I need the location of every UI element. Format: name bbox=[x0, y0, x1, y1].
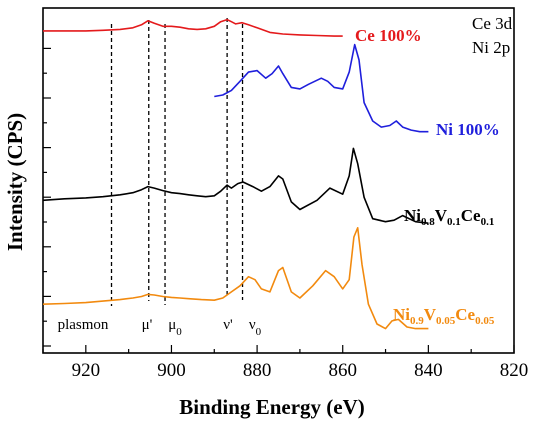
reference-label-4: ν0 bbox=[249, 317, 262, 338]
reference-label-3: ν' bbox=[223, 317, 233, 333]
reference-lines bbox=[110, 18, 244, 306]
corner-label-ni2p: Ni 2p bbox=[472, 38, 510, 57]
reference-labels: plasmon μ' μ0 ν' ν0 bbox=[58, 317, 262, 338]
x-tick-label: 860 bbox=[328, 360, 357, 381]
corner-label-ce3d: Ce 3d bbox=[472, 14, 513, 33]
reference-label-1: μ' bbox=[142, 317, 153, 333]
x-tick-labels: 920 900 880 860 840 820 bbox=[72, 360, 529, 381]
series-labels: Ce 100% Ni 100% Ni0.8V0.1Ce0.1 Ni0.9V0.05Ce… bbox=[355, 26, 500, 327]
reference-label-2: μ0 bbox=[168, 317, 182, 338]
axis-ticks bbox=[42, 47, 515, 353]
series-label-0: Ce 100% bbox=[355, 26, 422, 45]
series-line-1 bbox=[214, 43, 429, 133]
series-label-1: Ni 100% bbox=[436, 120, 500, 139]
series-line-2 bbox=[42, 147, 429, 224]
x-tick-label: 820 bbox=[500, 360, 529, 381]
series-label-3: Ni0.9V0.05Ce0.05 bbox=[393, 305, 495, 327]
series-label-2: Ni0.8V0.1Ce0.1 bbox=[404, 206, 494, 228]
series-line-0 bbox=[43, 18, 343, 37]
x-axis-label: Binding Energy (eV) bbox=[179, 395, 365, 419]
y-axis-label: Intensity (CPS) bbox=[3, 113, 27, 251]
plot-frame bbox=[42, 7, 515, 354]
series-lines bbox=[42, 18, 429, 330]
x-tick-label: 840 bbox=[414, 360, 443, 381]
x-tick-label: 900 bbox=[157, 360, 186, 381]
reference-label-0: plasmon bbox=[58, 317, 109, 333]
x-tick-label: 920 bbox=[72, 360, 101, 381]
x-tick-label: 880 bbox=[243, 360, 272, 381]
series-line-3 bbox=[42, 227, 429, 330]
